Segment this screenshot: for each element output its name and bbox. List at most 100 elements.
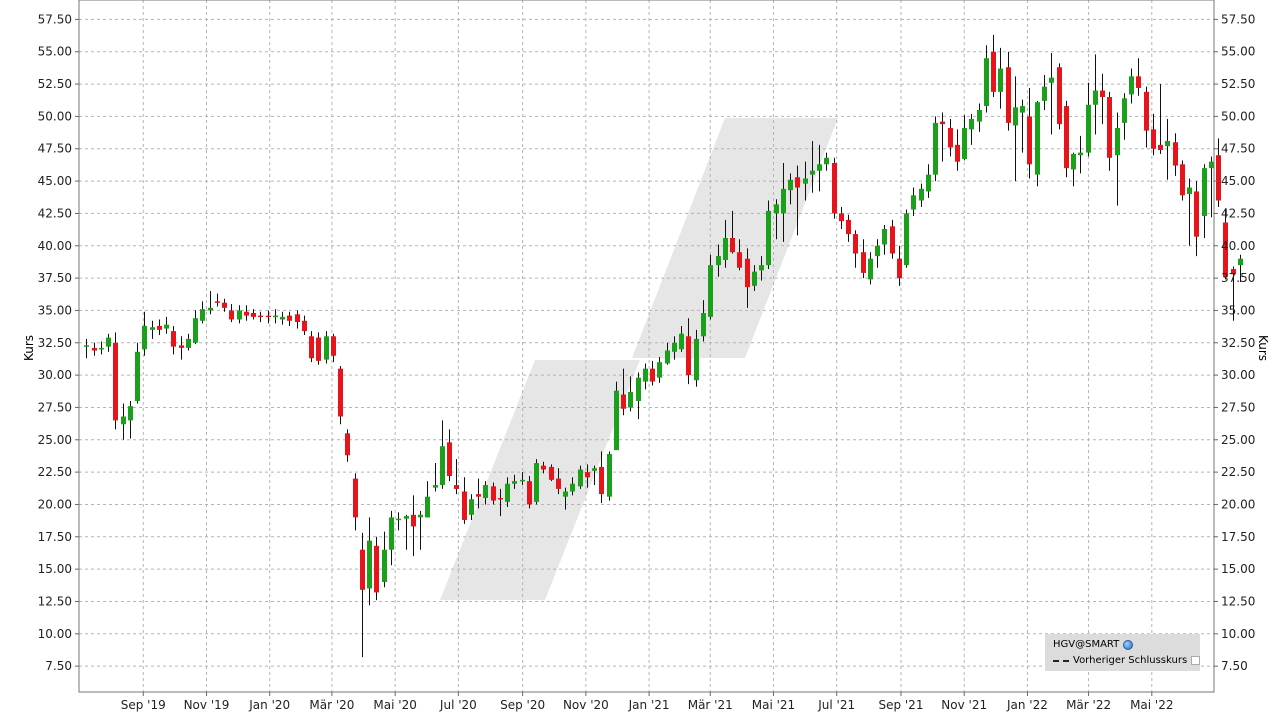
candle-body <box>200 309 205 321</box>
candle <box>527 475 532 509</box>
checkbox-icon[interactable] <box>1191 656 1201 665</box>
candle <box>592 465 597 486</box>
x-tick-label: Mär '20 <box>309 698 354 712</box>
candle <box>1165 118 1170 180</box>
candle <box>164 316 169 334</box>
y-tick-label-left: 20.00 <box>38 497 72 511</box>
candle-body <box>1042 86 1047 101</box>
y-tick-label-right: 57.50 <box>1221 12 1255 26</box>
y-tick-label-right: 47.50 <box>1221 142 1255 156</box>
candles <box>84 34 1243 658</box>
candle <box>316 332 321 365</box>
candle <box>287 311 292 326</box>
candle-body <box>367 540 372 589</box>
candle-body <box>868 258 873 280</box>
legend-previous-close-row: Vorheriger Schlusskurs <box>1053 655 1201 666</box>
candle <box>890 219 895 259</box>
candle <box>498 488 503 517</box>
candle <box>563 487 568 510</box>
candle <box>258 311 263 323</box>
candle <box>382 531 387 588</box>
candle <box>1144 86 1149 148</box>
candle-body <box>1107 97 1112 158</box>
x-tick-label: Mär '21 <box>688 698 733 712</box>
candle <box>679 325 684 352</box>
candle <box>1020 99 1025 153</box>
candle <box>650 360 655 386</box>
candle-body <box>962 128 967 160</box>
candle <box>643 363 648 390</box>
candle <box>636 372 641 420</box>
candle <box>505 477 510 508</box>
candle <box>1136 58 1141 96</box>
candle-body <box>512 481 517 484</box>
candle <box>868 252 873 285</box>
x-tick-label: Jan '22 <box>1006 698 1048 712</box>
candle <box>759 256 764 281</box>
candle-body <box>266 315 271 318</box>
candle-body <box>955 144 960 162</box>
candle <box>1173 133 1178 176</box>
candle-body <box>1071 153 1076 170</box>
candle <box>752 265 757 292</box>
candle <box>179 336 184 360</box>
candle <box>1115 112 1120 206</box>
candle <box>186 333 191 351</box>
candle-body <box>578 469 583 487</box>
y-tick-label-right: 25.00 <box>1221 433 1255 447</box>
candle-body <box>933 122 938 175</box>
candle-body <box>636 377 641 401</box>
candle <box>875 239 880 268</box>
dashed-line-icon <box>1053 659 1069 662</box>
candle <box>128 400 133 439</box>
candle <box>425 481 430 518</box>
candle-body <box>360 549 365 590</box>
candle-body <box>1093 90 1098 105</box>
candle-body <box>1078 152 1083 156</box>
candle <box>295 310 300 329</box>
x-tick-label: Jan '21 <box>628 698 670 712</box>
y-tick-label-right: 40.00 <box>1221 239 1255 253</box>
candle <box>338 366 343 425</box>
candle-body <box>179 345 184 348</box>
x-tick-label: Jul '21 <box>817 698 855 712</box>
candle <box>367 517 372 606</box>
candle <box>302 315 307 336</box>
candle-body <box>309 336 314 359</box>
candle-body <box>316 337 321 361</box>
candle <box>1238 254 1243 282</box>
candle <box>1035 100 1040 187</box>
globe-icon[interactable] <box>1123 639 1134 650</box>
candle <box>1100 73 1105 125</box>
candle <box>795 165 800 236</box>
candle <box>396 512 401 531</box>
candle-body <box>92 347 97 351</box>
candle-body <box>244 311 249 316</box>
candle <box>1202 164 1207 238</box>
y-tick-label-left: 30.00 <box>38 368 72 382</box>
candle-body <box>940 121 945 125</box>
candle-body <box>890 226 895 254</box>
y-tick-label-right: 42.50 <box>1221 206 1255 220</box>
candle <box>1194 181 1199 257</box>
candle-body <box>1144 91 1149 131</box>
candle <box>113 332 118 430</box>
candle-body <box>919 188 924 201</box>
candle-body <box>1013 107 1018 126</box>
candle-body <box>483 485 488 498</box>
candle <box>280 311 285 325</box>
candle <box>1049 53 1054 135</box>
candle-body <box>766 210 771 266</box>
candle-body <box>1165 140 1170 147</box>
candle-body <box>1158 144 1163 151</box>
y-tick-label-right: 7.50 <box>1221 659 1248 673</box>
candle <box>599 451 604 504</box>
candle <box>520 472 525 486</box>
y-axis-label-right: Kurs <box>1256 335 1270 361</box>
candle <box>962 115 967 161</box>
candle-body <box>505 483 510 502</box>
candle <box>454 459 459 495</box>
candle <box>810 140 815 193</box>
candle <box>251 309 256 320</box>
y-tick-label-left: 35.00 <box>38 303 72 317</box>
